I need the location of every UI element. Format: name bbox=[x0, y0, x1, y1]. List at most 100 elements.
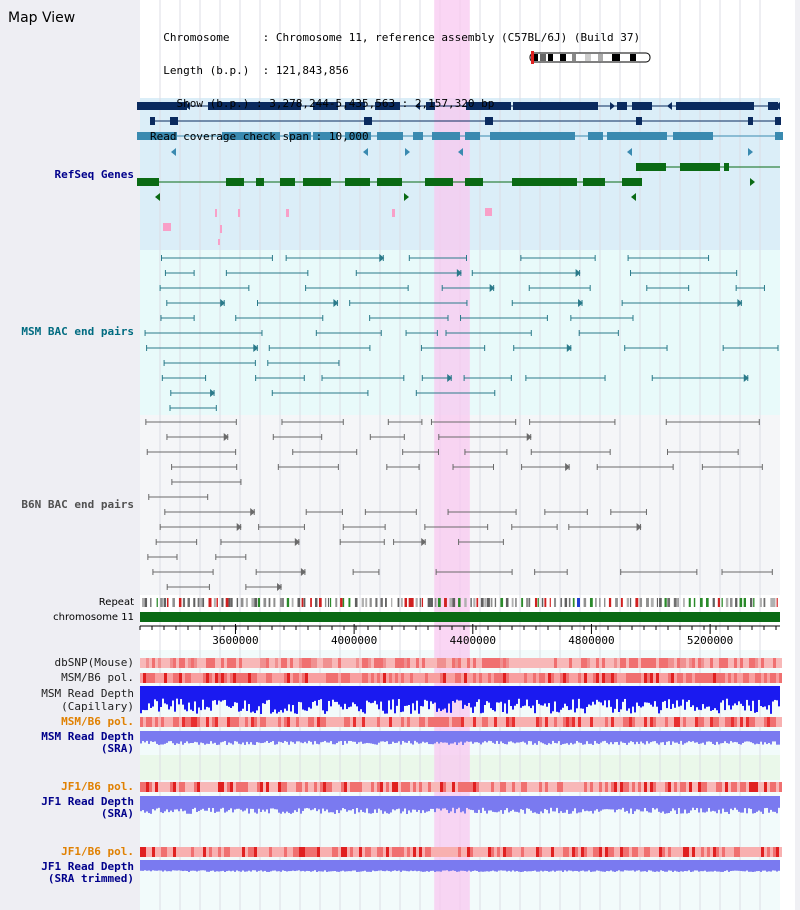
msm-b6-pol-strip-1-cell bbox=[602, 673, 605, 683]
dbsnp-strip-cell bbox=[674, 658, 677, 668]
jf1-read-depth-trimmed-bar bbox=[638, 860, 640, 871]
jf1-read-depth-trimmed-bar bbox=[414, 860, 416, 871]
msm-read-depth-sra-bar bbox=[506, 731, 508, 745]
msm-read-depth-capillary-bar bbox=[184, 686, 186, 710]
msm-read-depth-capillary-bar bbox=[500, 686, 502, 702]
msm-b6-pol-strip-2-cell bbox=[401, 717, 404, 727]
msm-read-depth-sra-bar bbox=[166, 731, 168, 743]
msm-read-depth-sra-bar bbox=[768, 731, 770, 743]
msm-read-depth-sra-bar bbox=[382, 731, 384, 742]
msm-b6-pol-strip-2-cell bbox=[317, 717, 320, 727]
jf1-b6-pol-strip-1-cell bbox=[491, 782, 494, 792]
gene-arrow bbox=[470, 102, 475, 110]
repeat-element bbox=[486, 598, 490, 607]
msm-b6-pol-strip-2-cell bbox=[143, 717, 146, 727]
msm-read-depth-sra-bar bbox=[410, 731, 412, 744]
gene-feature-pink bbox=[215, 209, 217, 217]
jf1-read-depth-trimmed-bar bbox=[328, 860, 330, 872]
jf1-read-depth-sra-bar bbox=[370, 796, 372, 814]
msm-read-depth-capillary-bar bbox=[182, 686, 184, 705]
msm-read-depth-sra-bar bbox=[182, 731, 184, 745]
jf1-b6-pol-strip-2-cell bbox=[281, 847, 284, 857]
jf1-read-depth-trimmed-bar bbox=[722, 860, 724, 872]
jf1-b6-pol-strip-2-cell bbox=[434, 847, 437, 857]
msm-b6-pol-strip-2-cell bbox=[707, 717, 710, 727]
msm-read-depth-sra-bar bbox=[246, 731, 248, 742]
jf1-read-depth-trimmed-bar bbox=[252, 860, 254, 871]
jf1-read-depth-sra-bar bbox=[694, 796, 696, 811]
dbsnp-strip-cell bbox=[242, 658, 245, 668]
msm-read-depth-sra-bar bbox=[646, 731, 648, 742]
dbsnp-strip-cell bbox=[515, 658, 518, 668]
msm-b6-pol-strip-2-cell bbox=[179, 717, 182, 727]
jf1-read-depth-sra-bar bbox=[188, 796, 190, 814]
refseq-genes-label[interactable]: RefSeq Genes bbox=[54, 168, 134, 181]
msm-b6-pol-strip-2-cell bbox=[434, 717, 437, 727]
msm-read-depth-capillary-bar bbox=[636, 686, 638, 703]
msm-read-depth-sra-bar bbox=[664, 731, 666, 745]
msm-read-depth-sra-bar bbox=[676, 731, 678, 743]
jf1-read-depth-sra-bar bbox=[720, 796, 722, 814]
msm-read-depth-sra-bar bbox=[682, 731, 684, 745]
msm-read-depth-sra-bar bbox=[386, 731, 388, 742]
msm-read-depth-capillary-bar bbox=[520, 686, 522, 708]
msm-b6-pol-strip-2-cell bbox=[566, 717, 569, 727]
msm-read-depth-sra-bar bbox=[354, 731, 356, 742]
msm-read-depth-sra-bar bbox=[200, 731, 202, 743]
msm-b6-pol-strip-2-cell bbox=[770, 717, 773, 727]
msm-read-depth-capillary-bar bbox=[428, 686, 430, 710]
repeat-element bbox=[743, 598, 747, 607]
jf1-read-depth-sra-bar bbox=[756, 796, 758, 812]
repeat-element bbox=[635, 598, 639, 607]
msm-read-depth-capillary-bar bbox=[714, 686, 716, 709]
msm-read-depth-capillary-bar bbox=[726, 686, 728, 699]
msm-read-depth-capillary-bar bbox=[488, 686, 490, 703]
jf1-read-depth-trimmed-bar bbox=[740, 860, 742, 872]
msm-b6-pol-strip-2-cell bbox=[248, 717, 251, 727]
msm-read-depth-sra-bar bbox=[424, 731, 426, 743]
msm-read-depth-sra-bar bbox=[244, 731, 246, 745]
repeat-element bbox=[163, 598, 167, 607]
msm-read-depth-capillary-bar bbox=[476, 686, 478, 702]
b6n-bac-end-pairs-label[interactable]: B6N BAC end pairs bbox=[21, 498, 134, 511]
msm-read-depth-capillary-bar bbox=[142, 686, 144, 710]
repeat-element bbox=[564, 598, 568, 607]
msm-b6-pol-strip-1-cell bbox=[674, 673, 677, 683]
msm-bac-end-pairs-label[interactable]: MSM BAC end pairs bbox=[21, 325, 134, 338]
dbsnp-strip-cell bbox=[314, 658, 317, 668]
msm-read-depth-sra-bar bbox=[432, 731, 434, 745]
jf1-read-depth-sra-bar bbox=[384, 796, 386, 812]
msm-b6-pol-strip-2-cell bbox=[365, 717, 368, 727]
msm-b6-pol-strip-2-cell bbox=[641, 717, 644, 727]
msm-b6-pol-strip-2-cell bbox=[209, 717, 212, 727]
jf1-b6-pol-strip-1-cell bbox=[344, 782, 347, 792]
jf1-read-depth-sra-bar bbox=[426, 796, 428, 812]
jf1-read-depth-trimmed-bar bbox=[214, 860, 216, 872]
msm-read-depth-sra-bar bbox=[518, 731, 520, 743]
jf1-read-depth-trimmed-bar bbox=[432, 860, 434, 871]
jf1-read-depth-sra-bar bbox=[278, 796, 280, 813]
dbsnp-strip-cell bbox=[614, 658, 617, 668]
msm-read-depth-sra-bar bbox=[248, 731, 250, 745]
jf1-read-depth-trimmed-bar bbox=[516, 860, 518, 872]
msm-read-depth-capillary-bar bbox=[508, 686, 510, 700]
msm-b6-pol-strip-2-cell bbox=[656, 717, 659, 727]
msm-b6-pol-strip-1-cell bbox=[569, 673, 572, 683]
b6n-bac-pair-end bbox=[526, 433, 532, 441]
jf1-read-depth-trimmed-bar bbox=[192, 860, 194, 871]
dbsnp-strip-cell bbox=[692, 658, 695, 668]
jf1-b6-pol-strip-1-cell bbox=[746, 782, 749, 792]
msm-b6-pol-strip-1-cell bbox=[779, 673, 782, 683]
jf1-read-depth-sra-bar bbox=[778, 796, 780, 808]
dbsnp-strip-cell bbox=[218, 658, 221, 668]
jf1-read-depth-trimmed-bar bbox=[332, 860, 334, 872]
jf1-read-depth-trimmed-bar bbox=[548, 860, 550, 872]
msm-read-depth-capillary-bar bbox=[250, 686, 252, 713]
msm-read-depth-sra-bar bbox=[430, 731, 432, 745]
msm-read-depth-capillary-bar bbox=[402, 686, 404, 712]
jf1-b6-pol-strip-2-cell bbox=[596, 847, 599, 857]
jf1-read-depth-sra-bar bbox=[416, 796, 418, 812]
msm-read-depth-sra-bar bbox=[778, 731, 780, 745]
msm-read-depth-sra-bar bbox=[346, 731, 348, 744]
